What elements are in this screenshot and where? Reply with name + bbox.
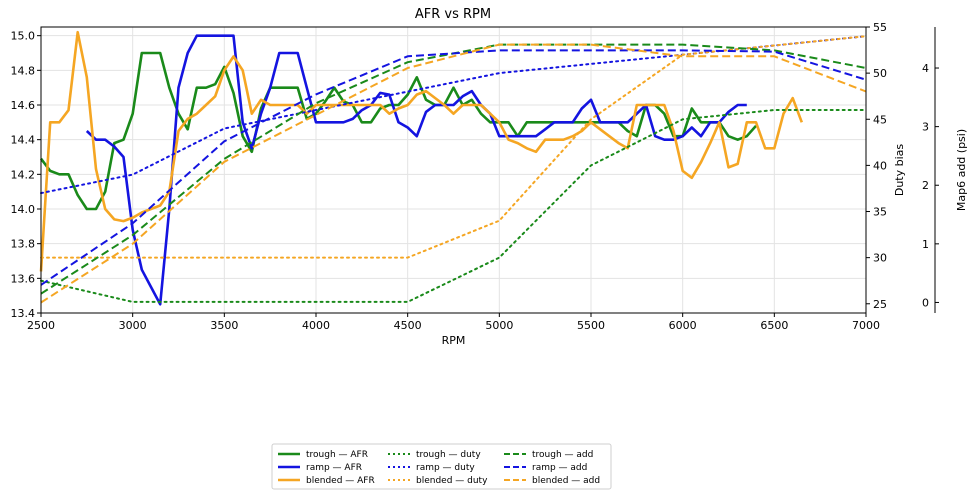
x-tick-label: 5500 — [577, 319, 605, 332]
legend-label: trough — duty — [416, 450, 481, 460]
x-tick-label: 6000 — [669, 319, 697, 332]
y3-tick-label: 2 — [922, 179, 929, 192]
legend-box — [271, 443, 612, 490]
y-tick-label: 14.6 — [11, 99, 36, 112]
x-tick-label: 4000 — [302, 319, 330, 332]
legend-label: blended — add — [532, 476, 600, 486]
y-tick-label: 13.4 — [11, 307, 36, 320]
y-tick-label: 14.2 — [11, 168, 36, 181]
x-tick-label: 7000 — [852, 319, 880, 332]
y-tick-label: 13.8 — [11, 238, 36, 251]
x-tick-label: 3000 — [119, 319, 147, 332]
y3-tick-label: 4 — [922, 62, 929, 75]
y3-tick-label: 3 — [922, 121, 929, 134]
x-tick-label: 6500 — [760, 319, 788, 332]
x-axis-title: RPM — [442, 334, 466, 347]
y3-tick-label: 0 — [922, 296, 929, 309]
y-tick-label: 14.0 — [11, 203, 36, 216]
series-line-trough-duty — [40, 109, 867, 303]
y-tick-label: 13.6 — [11, 272, 36, 285]
y2-tick-label: 55 — [873, 21, 887, 34]
legend-label: blended — AFR — [306, 476, 375, 486]
y-tick-label: 14.8 — [11, 64, 36, 77]
x-tick-label: 2500 — [27, 319, 55, 332]
x-tick-label: 5000 — [485, 319, 513, 332]
x-tick-label: 3500 — [210, 319, 238, 332]
series-line-ramp-add — [40, 49, 867, 286]
y-tick-label: 15.0 — [11, 30, 36, 43]
legend-label: blended — duty — [416, 476, 488, 486]
y-tick-label: 14.4 — [11, 134, 36, 147]
series-line-blended-afr — [39, 30, 804, 272]
series-line-trough-afr — [39, 51, 757, 211]
series-line-blended-add — [40, 43, 867, 304]
series-line-blended-duty — [40, 35, 867, 259]
chart-title: AFR vs RPM — [415, 7, 491, 22]
y3-axis-title: Map6 add (psi) — [955, 129, 968, 211]
series-layer — [39, 30, 867, 306]
y2-tick-label: 40 — [873, 159, 887, 172]
legend-label: ramp — add — [532, 463, 587, 473]
y2-tick-label: 50 — [873, 67, 887, 80]
y2-tick-label: 25 — [873, 298, 887, 311]
y2-axis-title: Duty bias — [893, 144, 906, 197]
legend-label: trough — AFR — [306, 450, 368, 460]
y2-tick-label: 45 — [873, 113, 887, 126]
x-tick-label: 4500 — [394, 319, 422, 332]
legend-label: ramp — duty — [416, 463, 475, 473]
series-line-ramp-duty — [40, 35, 867, 195]
axis-layer: 2500 3000 3500 4000 4500 5000 5500 6000 6500 7000… — [11, 21, 939, 332]
legend: trough — AFR ramp — AFR blended — AFR troug… — [271, 443, 612, 490]
y2-tick-label: 35 — [873, 206, 887, 219]
y3-tick-label: 1 — [922, 238, 929, 251]
y2-tick-label: 30 — [873, 252, 887, 265]
plot-frame — [40, 26, 867, 314]
legend-label: trough — add — [532, 450, 593, 460]
series-line-ramp-afr — [85, 34, 747, 306]
legend-label: ramp — AFR — [306, 463, 362, 473]
